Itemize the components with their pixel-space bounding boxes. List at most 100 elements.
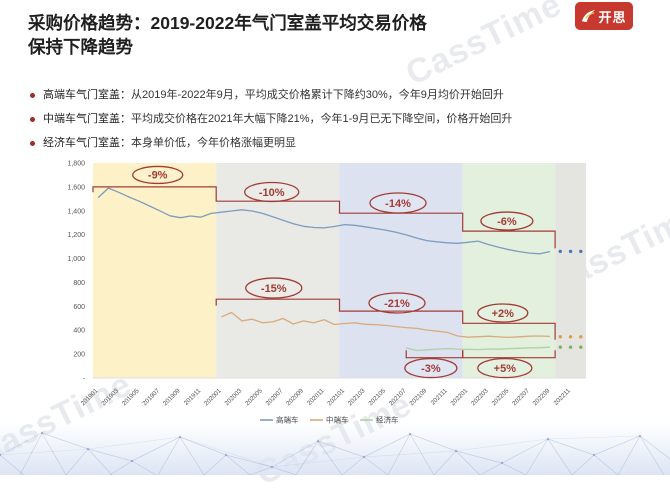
mesh-segment xyxy=(131,436,181,462)
mesh-segment xyxy=(271,440,319,468)
mesh-segment xyxy=(19,432,43,475)
y-tick-label: 600 xyxy=(73,304,85,311)
mesh-segment xyxy=(130,459,134,463)
bullet-text: 经济车气门室盖：本身单价低，今年价格涨幅更明显 xyxy=(43,136,296,151)
annotation-label: -6% xyxy=(497,216,517,228)
mesh-segment xyxy=(131,460,157,475)
y-tick-label: 1,800 xyxy=(67,161,85,168)
annotation-ellipse xyxy=(132,165,184,185)
mesh-segment xyxy=(87,448,113,475)
mesh-segment xyxy=(547,435,641,440)
series-line xyxy=(406,346,551,352)
mesh-segment xyxy=(224,453,228,457)
x-tick-label: 201903 xyxy=(100,387,120,407)
annotation-bracket xyxy=(92,186,556,249)
mesh-segment xyxy=(40,431,44,435)
bullet-dot-icon xyxy=(30,93,35,98)
bullet-lead: 经济车气门室盖： xyxy=(43,136,131,149)
year-band xyxy=(339,163,463,378)
y-tick-label: 1,400 xyxy=(67,208,85,215)
x-tick-label: 202207 xyxy=(511,387,531,407)
year-band xyxy=(93,163,217,378)
annotation-label: -10% xyxy=(259,187,285,199)
x-tick-label: 202111 xyxy=(430,387,449,406)
bullet-text: 中端车气门室盖：平均成交价格在2021年大幅下降21%，今年1-9月已无下降空间… xyxy=(43,112,512,127)
mesh-segment xyxy=(109,460,133,475)
annotation-ellipse xyxy=(369,192,427,214)
projection-dot xyxy=(558,345,562,349)
mesh-segment xyxy=(433,450,457,475)
mesh-segment xyxy=(65,448,89,475)
bottom-mesh-background xyxy=(0,417,670,475)
x-tick-label: 201905 xyxy=(121,387,141,407)
mesh-segment xyxy=(454,449,458,453)
x-tick-label: 202103 xyxy=(347,387,367,407)
kaisi-logo: 开思 xyxy=(575,2,633,30)
price-chart-svg: -9% -10% -14% -6% -15% -21% +2% -3% +5% 1,800 1,60… xyxy=(67,161,586,425)
mesh-segment xyxy=(593,435,641,456)
x-tick-label: 201911 xyxy=(183,387,203,407)
mesh-segment xyxy=(363,433,411,458)
price-trend-chart: -9% -10% -14% -6% -15% -21% +2% -3% +5% 1,800 1,60… xyxy=(45,158,660,430)
x-tick-label: 202209 xyxy=(532,387,552,407)
x-tick-label: 202003 xyxy=(224,387,244,407)
mesh-segment xyxy=(571,454,595,475)
annotation-label: +2% xyxy=(492,308,515,320)
bullet-body: 本身单价低，今年价格涨幅更明显 xyxy=(131,136,296,149)
series-line xyxy=(221,311,551,339)
year-band xyxy=(555,163,586,378)
mesh-segment xyxy=(362,455,366,459)
legend-label: 经济车 xyxy=(376,415,399,425)
bullet-item-midrange: 中端车气门室盖：平均成交价格在2021年大幅下降21%，今年1-9月已无下降空间… xyxy=(30,112,640,127)
x-tick-label: 202203 xyxy=(470,387,490,407)
series-line xyxy=(97,187,551,255)
mesh-segment xyxy=(638,434,642,438)
annotation-bracket xyxy=(215,298,556,340)
annotation-label: -14% xyxy=(385,198,411,210)
x-tick-label: 201907 xyxy=(141,387,161,407)
mesh-segment xyxy=(387,433,411,475)
y-tick-label: 400 xyxy=(73,328,85,335)
y-tick-label: 1,200 xyxy=(67,232,85,239)
mesh-segment xyxy=(639,435,670,460)
x-tick-label: 201909 xyxy=(162,387,182,407)
bullet-dot-icon xyxy=(30,116,35,122)
mesh-segment xyxy=(87,448,133,462)
mesh-segment xyxy=(270,465,274,469)
bullet-text: 高端车气门室盖：从2019年-2022年9月，平均成交价格累计下降约30%，今年… xyxy=(43,88,504,103)
annotation-label: -3% xyxy=(421,363,441,375)
logo-text: 开思 xyxy=(598,9,627,25)
x-tick-label: 201901 xyxy=(80,387,100,407)
mesh-segment xyxy=(86,447,90,451)
mesh-segment xyxy=(271,456,365,468)
mesh-segment xyxy=(408,432,412,436)
x-tick-label: 202011 xyxy=(306,387,326,407)
x-tick-label: 202001 xyxy=(203,387,223,407)
page-title: 采购价格趋势：2019-2022年气门室盖平均交易价格 保持下降趋势 xyxy=(28,12,588,59)
annotation-ellipse xyxy=(477,357,533,379)
mesh-segment xyxy=(363,450,457,458)
legend-label: 高端车 xyxy=(276,415,299,425)
x-tick-label: 202107 xyxy=(388,387,408,407)
annotation-ellipse xyxy=(244,181,300,203)
bullet-body: 平均成交价格在2021年大幅下降21%，今年1-9月已无下降空间，价格开始回升 xyxy=(131,112,513,125)
mesh-segment xyxy=(409,433,435,475)
bullet-lead: 高端车气门室盖： xyxy=(43,89,131,101)
mesh-segment xyxy=(203,454,227,475)
mesh-segment xyxy=(501,462,527,475)
mesh-segment xyxy=(455,450,503,464)
mesh-segment xyxy=(179,436,273,468)
mesh-segment xyxy=(501,438,549,464)
year-band xyxy=(462,163,556,378)
mesh-segment xyxy=(363,456,389,475)
mesh-segment xyxy=(593,454,619,475)
projection-dot xyxy=(579,335,583,339)
x-tick-label: 202005 xyxy=(244,387,264,407)
y-tick-label: 1,600 xyxy=(67,184,85,191)
projection-dot xyxy=(558,249,562,254)
mesh-segment xyxy=(617,435,641,475)
network-mesh-decoration xyxy=(0,431,670,475)
annotation-label: +5% xyxy=(494,363,517,375)
bird-icon xyxy=(582,9,596,22)
annotation-bracket xyxy=(462,350,556,359)
